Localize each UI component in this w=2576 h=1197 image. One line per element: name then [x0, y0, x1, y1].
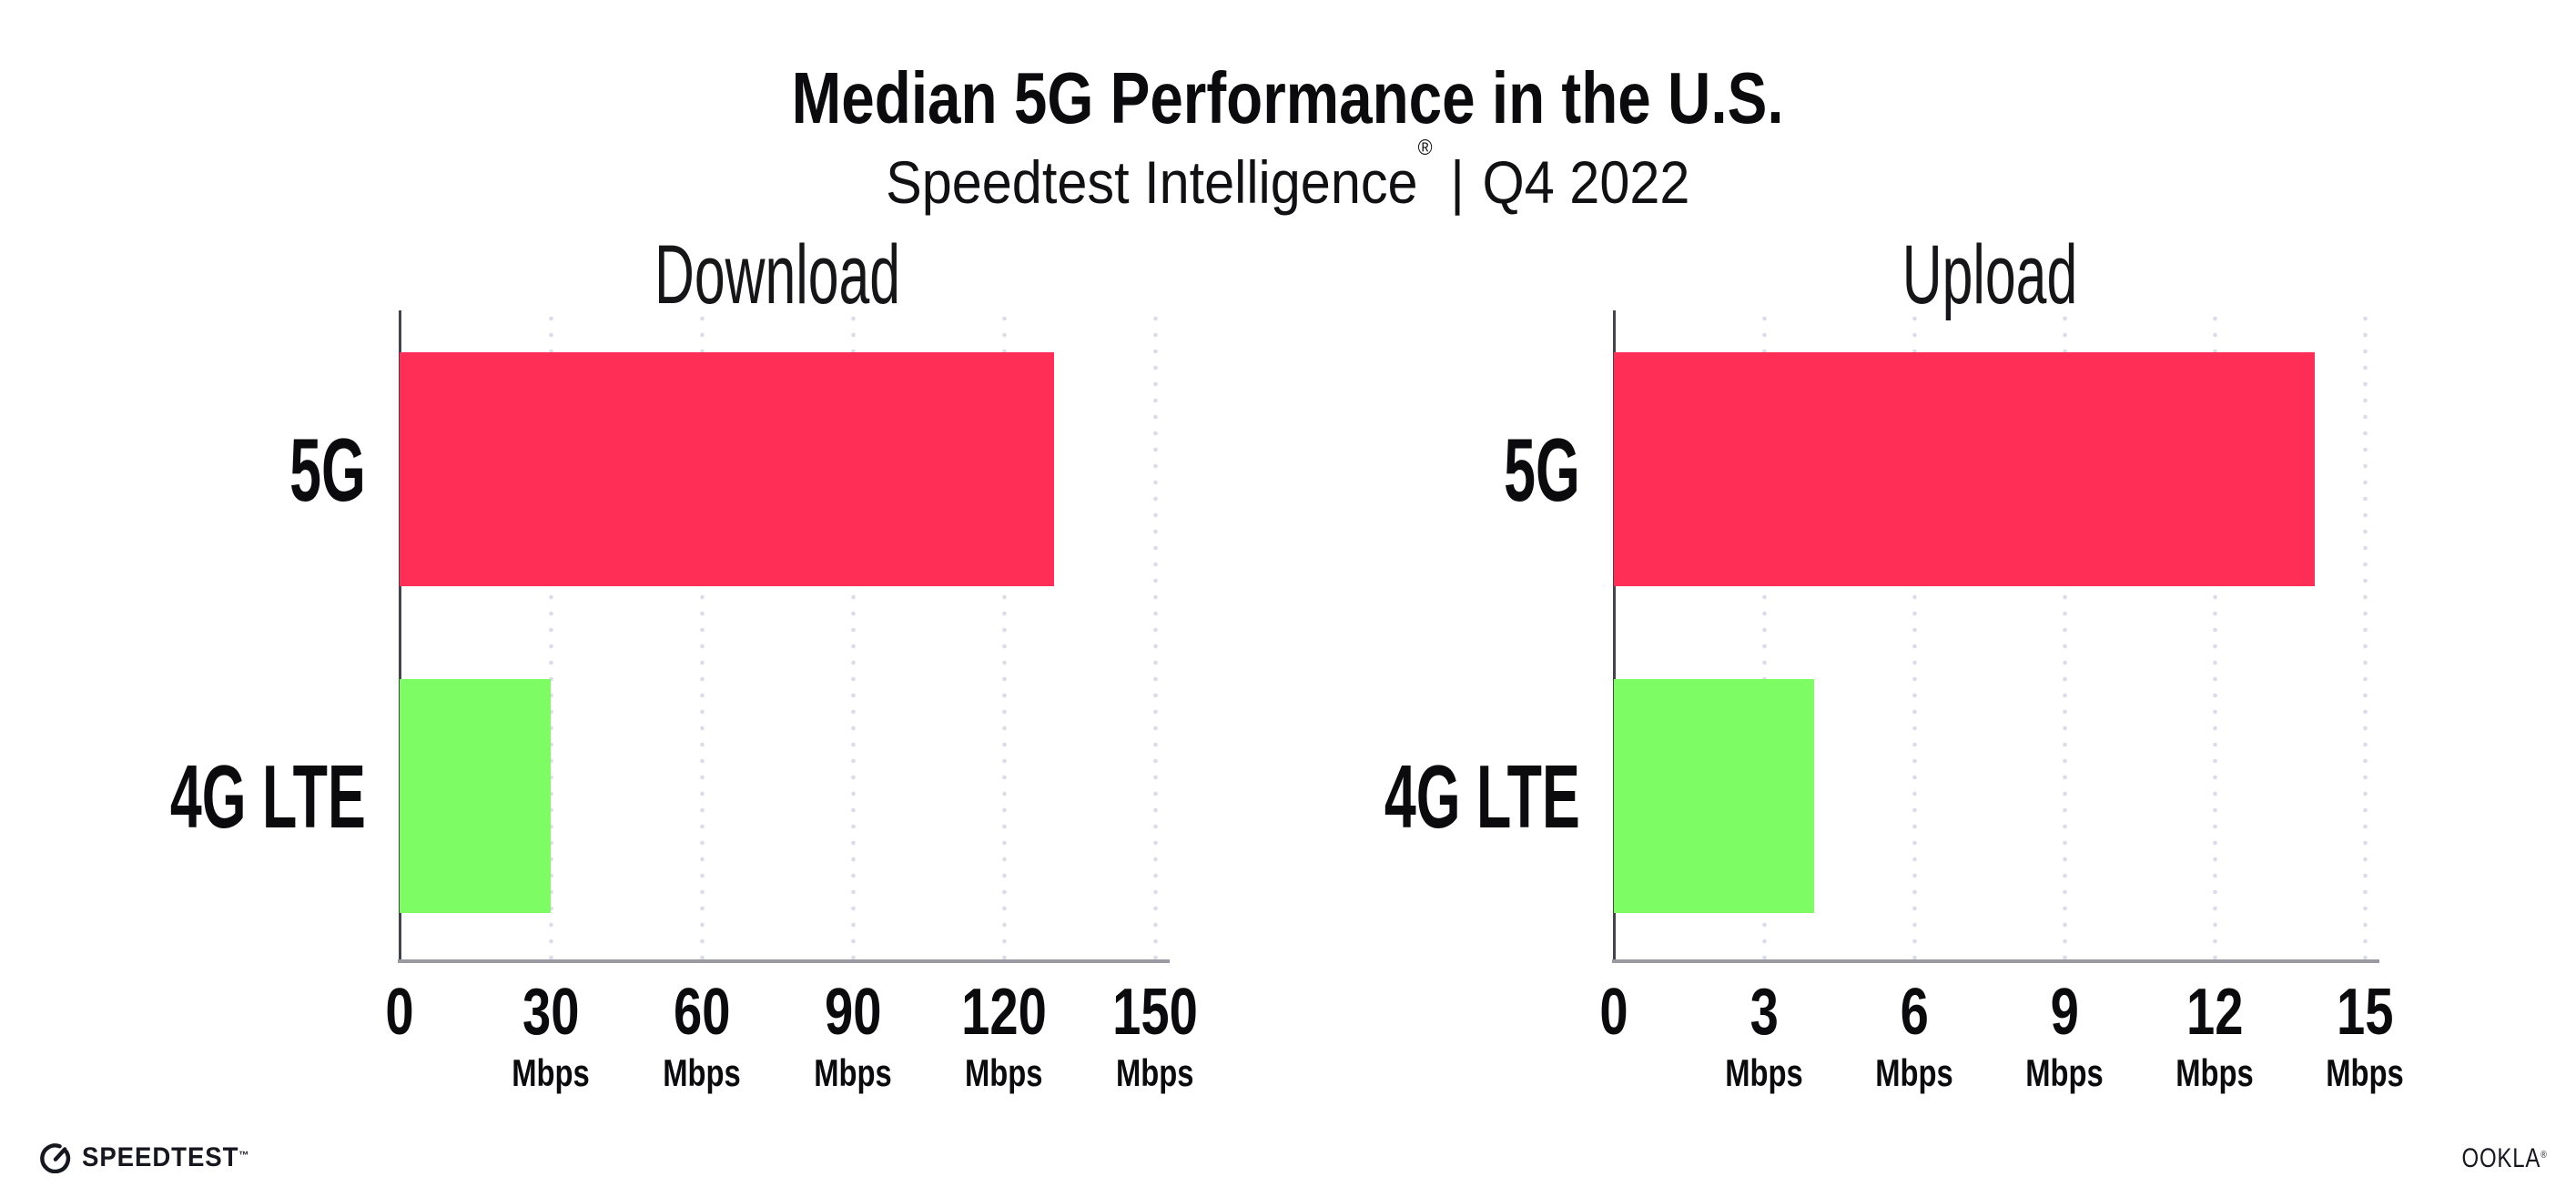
category-label-5g: 5G — [247, 425, 366, 514]
bar-4g-lte — [1614, 679, 1814, 913]
gridline-6 — [1912, 310, 1917, 959]
category-label-text: 4G LTE — [1384, 746, 1580, 847]
speedtest-logo: SPEEDTEST™ — [40, 1134, 264, 1182]
x-tick-90: 90 Mbps — [803, 979, 903, 1092]
gridline-30 — [548, 310, 553, 959]
chart-title-upload: Upload — [1857, 233, 2123, 317]
page-title: Median 5G Performance in the U.S. — [0, 56, 2576, 138]
x-tick-0: 0 — [1596, 979, 1632, 1045]
x-tick-unit: Mbps — [814, 1051, 892, 1094]
x-tick-unit: Mbps — [663, 1051, 741, 1094]
x-tick-unit: Mbps — [965, 1051, 1043, 1094]
registered-mark: ® — [1417, 135, 1433, 160]
category-label-4g-lte: 4G LTE — [1274, 752, 1580, 841]
category-label-text: 5G — [1504, 419, 1580, 520]
gauge-icon — [40, 1143, 71, 1173]
x-tick-value: 120 — [961, 976, 1047, 1049]
x-tick-120: 120 Mbps — [949, 979, 1059, 1092]
gridline-9 — [2062, 310, 2067, 959]
x-tick-unit: Mbps — [2025, 1051, 2104, 1094]
x-tick-3: 3 Mbps — [1714, 979, 1814, 1092]
page-title-text: Median 5G Performance in the U.S. — [792, 56, 1784, 138]
category-label-text: 4G LTE — [170, 746, 366, 847]
chart-title-text: Download — [654, 228, 901, 321]
x-tick-9: 9 Mbps — [2014, 979, 2115, 1092]
gridline-150 — [1152, 310, 1158, 959]
page-subtitle: Speedtest Intelligence®| Q4 2022 — [0, 137, 2576, 212]
gridline-3 — [1761, 310, 1767, 959]
gridline-12 — [2212, 310, 2217, 959]
category-label-text: 5G — [289, 419, 366, 520]
x-tick-value: 90 — [824, 976, 882, 1049]
x-tick-value: 150 — [1112, 976, 1198, 1049]
x-tick-unit: Mbps — [2326, 1051, 2404, 1094]
y-axis-line — [1612, 310, 1616, 962]
bar-4g-lte — [400, 679, 551, 913]
x-tick-6: 6 Mbps — [1864, 979, 1964, 1092]
x-tick-value: 0 — [1599, 976, 1628, 1049]
x-tick-150: 150 Mbps — [1100, 979, 1210, 1092]
x-axis-line — [398, 959, 1170, 963]
y-axis-line — [398, 310, 401, 962]
subtitle-product: Speedtest Intelligence — [886, 147, 1418, 216]
x-tick-unit: Mbps — [1725, 1051, 1803, 1094]
x-tick-value: 6 — [1900, 976, 1929, 1049]
category-label-5g: 5G — [1461, 425, 1580, 514]
ookla-wordmark: OOKLA — [2461, 1143, 2541, 1173]
x-tick-unit: Mbps — [512, 1051, 590, 1094]
x-tick-60: 60 Mbps — [652, 979, 752, 1092]
subtitle-period: Q4 2022 — [1482, 147, 1690, 216]
x-tick-30: 30 Mbps — [501, 979, 601, 1092]
trademark-mark: ™ — [238, 1149, 250, 1161]
x-tick-value: 3 — [1749, 976, 1779, 1049]
x-tick-unit: Mbps — [1116, 1051, 1194, 1094]
x-tick-unit: Mbps — [1875, 1051, 1953, 1094]
x-tick-value: 12 — [2186, 976, 2244, 1049]
x-tick-12: 12 Mbps — [2165, 979, 2265, 1092]
x-axis-line — [1612, 959, 2379, 963]
chart-title-download: Download — [591, 233, 963, 317]
gridline-90 — [850, 310, 856, 959]
bar-5g — [1614, 352, 2315, 586]
gridline-60 — [699, 310, 705, 959]
x-tick-15: 15 Mbps — [2315, 979, 2415, 1092]
x-tick-value: 30 — [522, 976, 580, 1049]
ookla-registered-mark: ® — [2540, 1150, 2547, 1161]
x-tick-value: 0 — [385, 976, 414, 1049]
gridline-15 — [2362, 310, 2368, 959]
x-tick-value: 15 — [2336, 976, 2394, 1049]
subtitle-separator: | — [1450, 147, 1465, 216]
gridline-120 — [1001, 310, 1007, 959]
ookla-logo: OOKLA® — [2440, 1143, 2547, 1174]
x-tick-unit: Mbps — [2175, 1051, 2254, 1094]
category-label-4g-lte: 4G LTE — [60, 752, 366, 841]
x-tick-value: 60 — [673, 976, 731, 1049]
x-tick-0: 0 — [381, 979, 418, 1045]
speedtest-wordmark: SPEEDTEST™ — [82, 1142, 250, 1172]
chart-title-text: Upload — [1902, 228, 2077, 321]
bar-5g — [400, 352, 1055, 586]
x-tick-value: 9 — [2050, 976, 2079, 1049]
